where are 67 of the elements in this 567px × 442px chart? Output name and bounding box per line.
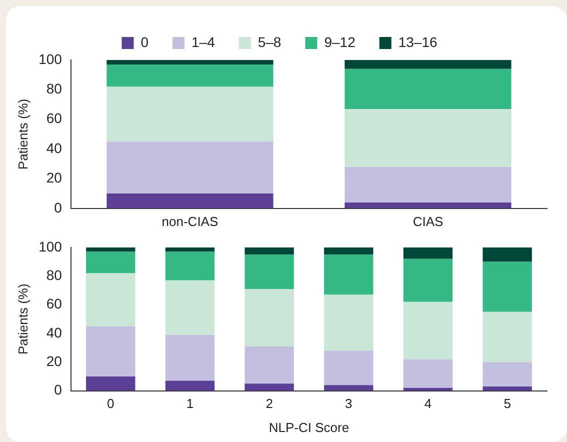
y-tick-label: 40 (46, 324, 62, 340)
x-tick-label: CIAS (412, 214, 444, 229)
y-tick-label: 100 (38, 238, 62, 254)
y-tick-label: 100 (38, 50, 62, 67)
bar (86, 247, 136, 252)
bar (482, 386, 532, 391)
bar (344, 108, 512, 167)
bar (106, 142, 274, 194)
bar (244, 247, 294, 255)
y-tick-label: 40 (46, 140, 62, 156)
legend-label: 1–4 (191, 34, 216, 50)
bar (403, 359, 453, 388)
y-tick-label: 60 (46, 296, 62, 312)
bar (106, 194, 274, 208)
y-tick-label: 80 (46, 80, 62, 97)
y-tick-label: 20 (46, 352, 62, 369)
y-axis-title: Patients (%) (15, 284, 30, 355)
x-tick-label: 0 (107, 396, 114, 412)
bar (403, 302, 453, 360)
bar (86, 326, 136, 376)
bar (403, 258, 453, 302)
bar (344, 60, 512, 69)
x-tick-label: 5 (504, 396, 511, 412)
bar (86, 273, 136, 326)
bar (482, 362, 532, 386)
bar (324, 294, 374, 351)
bar (244, 384, 294, 391)
bar (106, 86, 274, 142)
bar (324, 385, 374, 391)
bar (324, 350, 374, 386)
bar (165, 280, 215, 335)
bar (244, 288, 294, 346)
bar (86, 252, 136, 274)
bar (482, 262, 532, 312)
bar (403, 247, 453, 259)
bar (324, 254, 374, 295)
x-tick-label: 2 (266, 396, 273, 412)
x-axis-title: NLP-CI Score (268, 420, 350, 435)
bar (165, 252, 215, 280)
bar (344, 166, 512, 202)
bar (106, 60, 274, 64)
bar (324, 247, 374, 255)
x-tick-label: non-CIAS (162, 214, 218, 229)
x-tick-label: 4 (424, 396, 432, 412)
y-tick-label: 0 (54, 199, 62, 216)
bar (86, 376, 136, 391)
legend-label: 9–12 (324, 34, 356, 50)
bar (482, 312, 532, 362)
bar (344, 68, 512, 109)
bar (165, 247, 215, 252)
legend-label: 13–16 (398, 34, 438, 50)
x-tick-label: 3 (345, 396, 352, 412)
y-tick-label: 20 (46, 170, 62, 186)
bar (482, 247, 532, 262)
bar (106, 64, 274, 87)
legend-label: 0 (140, 34, 149, 50)
bar (165, 334, 215, 381)
bar (244, 346, 294, 384)
y-tick-label: 80 (46, 266, 62, 283)
y-axis-title: Patients (%) (15, 98, 30, 170)
bar (244, 254, 294, 289)
x-tick-label: 1 (186, 396, 194, 412)
bar (165, 380, 215, 391)
y-tick-label: 0 (54, 382, 62, 398)
legend-label: 5–8 (258, 34, 282, 50)
y-tick-label: 60 (46, 110, 62, 126)
bar (344, 202, 512, 208)
